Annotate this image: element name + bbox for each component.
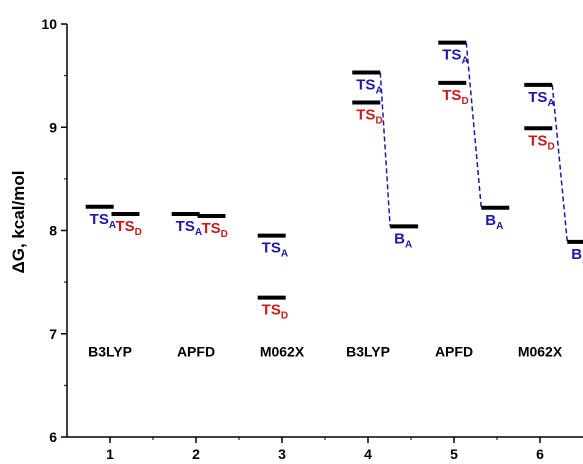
- connection-line: [465, 42, 483, 208]
- x-ticks: 1 2 3 4 5 6: [106, 437, 544, 462]
- level-label: TSD: [528, 132, 554, 152]
- level-label: TSD: [201, 220, 227, 240]
- level-label: BA: [485, 212, 503, 232]
- level-label: TSA: [90, 211, 116, 231]
- level-label: BA: [571, 246, 583, 266]
- connection-line: [379, 72, 391, 227]
- x-tick-label: 4: [364, 446, 372, 462]
- method-label: B3LYP: [346, 343, 390, 359]
- connection-line: [551, 84, 569, 242]
- energy-levels: [85, 40, 583, 300]
- level-label: TSD: [115, 218, 141, 238]
- axes: 6 7 8 9 10 1 2 3 4 5 6: [41, 16, 583, 462]
- level-label: TSA: [442, 47, 468, 67]
- level-label: TSA: [176, 218, 202, 238]
- y-tick-label: 6: [49, 429, 57, 445]
- method-label: APFD: [435, 343, 473, 359]
- level-label: TSD: [262, 302, 288, 322]
- level-label: TSA: [356, 77, 382, 97]
- x-tick-label: 6: [536, 446, 544, 462]
- method-label: M062X: [518, 343, 563, 359]
- x-tick-label: 3: [278, 446, 286, 462]
- method-label: M062X: [260, 343, 305, 359]
- connections: [379, 42, 569, 242]
- x-tick-label: 5: [450, 446, 458, 462]
- y-tick-label: 9: [49, 119, 57, 135]
- y-axis-title: ΔG, kcal/mol: [9, 171, 28, 274]
- x-tick-label: 1: [106, 446, 114, 462]
- level-label: BA: [394, 230, 412, 250]
- level-labels: TSA TSD TSA TSDTSATSDTSATSDBATSATSDBATSATSD…: [90, 47, 583, 322]
- y-tick-label: 7: [49, 326, 57, 342]
- y-tick-label: 10: [41, 16, 57, 32]
- method-labels: B3LYP APFD M062X B3LYP APFD M062X: [88, 343, 563, 359]
- level-label: TSA: [262, 240, 288, 260]
- level-label: TSD: [442, 87, 468, 107]
- level-label: TSA: [528, 89, 554, 109]
- method-label: B3LYP: [88, 343, 132, 359]
- level-label: TSD: [356, 106, 382, 126]
- y-ticks: 6 7 8 9 10: [41, 16, 67, 445]
- y-tick-label: 8: [49, 223, 57, 239]
- method-label: APFD: [177, 343, 215, 359]
- x-tick-label: 2: [192, 446, 200, 462]
